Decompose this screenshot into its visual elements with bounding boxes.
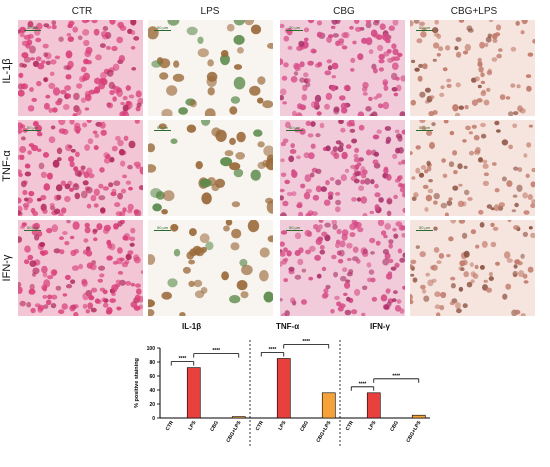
x-tick-label: CBG bbox=[299, 420, 310, 433]
x-tick-label: LPS bbox=[367, 419, 377, 431]
scale-bar: 50 μm bbox=[24, 225, 42, 231]
bar bbox=[366, 392, 381, 419]
significance-label: **** bbox=[302, 339, 310, 345]
bar bbox=[321, 392, 336, 419]
micrograph-ifn-lps: 50 μm bbox=[148, 220, 273, 316]
significance-label: **** bbox=[179, 356, 187, 362]
column-header-cbg: CBG bbox=[333, 6, 355, 17]
y-tick-label: 100 bbox=[147, 346, 156, 352]
column-header-lps: LPS bbox=[200, 6, 220, 17]
y-tick-label: 20 bbox=[149, 402, 155, 408]
significance-label: **** bbox=[269, 347, 277, 353]
micrograph-tnf-cbg: 50 μm bbox=[280, 120, 405, 216]
scale-bar: 50 μm bbox=[24, 25, 42, 31]
y-axis-label: % positive staining bbox=[134, 358, 140, 408]
x-tick-label: CBG bbox=[209, 420, 220, 433]
chart-group-title-ifng: IFN-γ bbox=[370, 322, 390, 331]
micrograph-il1-lps: 50 μm bbox=[148, 20, 273, 116]
column-header-cbg-lps: CBG+LPS bbox=[450, 6, 498, 17]
x-tick-label: CTR bbox=[165, 420, 176, 432]
scale-bar: 50 μm bbox=[154, 125, 172, 131]
micrograph-tnf-cbglps: 50 μm bbox=[410, 120, 535, 216]
bar bbox=[186, 367, 201, 419]
x-tick-label: CTR bbox=[255, 420, 266, 432]
x-tick-label: CBG+LPS bbox=[315, 419, 332, 443]
scale-bar: 50 μm bbox=[154, 225, 172, 231]
scale-bar: 50 μm bbox=[416, 25, 434, 31]
bar-chart-svg: 0 20 40 60 80 100 % positive staining CTR LPS CBG… bbox=[134, 339, 430, 448]
x-tick-label: CBG+LPS bbox=[405, 419, 422, 443]
scale-bar: 50 μm bbox=[154, 25, 172, 31]
micrograph-il1-cbg: 50 μm bbox=[280, 20, 405, 116]
bar bbox=[231, 416, 246, 419]
micrograph-il1-ctr: 50 μm bbox=[18, 20, 143, 116]
bar bbox=[276, 358, 291, 419]
chart-group-title-tnfa: TNF-α bbox=[276, 322, 300, 331]
significance-label: **** bbox=[212, 348, 220, 354]
micrograph-tnf-lps: 50 μm bbox=[148, 120, 273, 216]
micrograph-ifn-ctr: 50 μm bbox=[18, 220, 143, 316]
micrograph-ifn-cbglps: 50 μm bbox=[410, 220, 535, 316]
column-header-ctr: CTR bbox=[71, 6, 93, 17]
scale-bar: 50 μm bbox=[416, 225, 434, 231]
micrograph-ifn-cbg: 50 μm bbox=[280, 220, 405, 316]
y-tick-label: 40 bbox=[149, 388, 155, 394]
significance-label: **** bbox=[392, 373, 400, 379]
scale-bar: 50 μm bbox=[286, 25, 304, 31]
micrograph-tnf-ctr: 50 μm bbox=[18, 120, 143, 216]
y-tick-label: 80 bbox=[149, 360, 155, 366]
y-tick-label: 0 bbox=[152, 416, 155, 422]
x-tick-label: CTR bbox=[345, 420, 356, 432]
row-header-ifng: IFN-γ bbox=[1, 254, 13, 282]
chart-group-title-il1b: IL-1β bbox=[182, 322, 202, 331]
x-tick-label: LPS bbox=[277, 419, 287, 431]
scale-bar: 50 μm bbox=[24, 125, 42, 131]
row-header-il1b: IL-1β bbox=[1, 58, 13, 84]
bar-chart: 0 20 40 60 80 100 % positive staining CTR LPS CBG… bbox=[110, 336, 440, 466]
x-tick-label: CBG+LPS bbox=[225, 419, 242, 443]
row-header-tnfa: TNF-α bbox=[1, 150, 13, 182]
bar bbox=[411, 414, 426, 419]
y-tick-label: 60 bbox=[149, 374, 155, 380]
micrograph-il1-cbglps: 50 μm bbox=[410, 20, 535, 116]
x-tick-label: CBG bbox=[389, 420, 400, 433]
x-tick-label: LPS bbox=[187, 419, 197, 431]
scale-bar: 50 μm bbox=[416, 125, 434, 131]
significance-label: **** bbox=[359, 381, 367, 387]
scale-bar: 50 μm bbox=[286, 225, 304, 231]
scale-bar: 50 μm bbox=[286, 125, 304, 131]
